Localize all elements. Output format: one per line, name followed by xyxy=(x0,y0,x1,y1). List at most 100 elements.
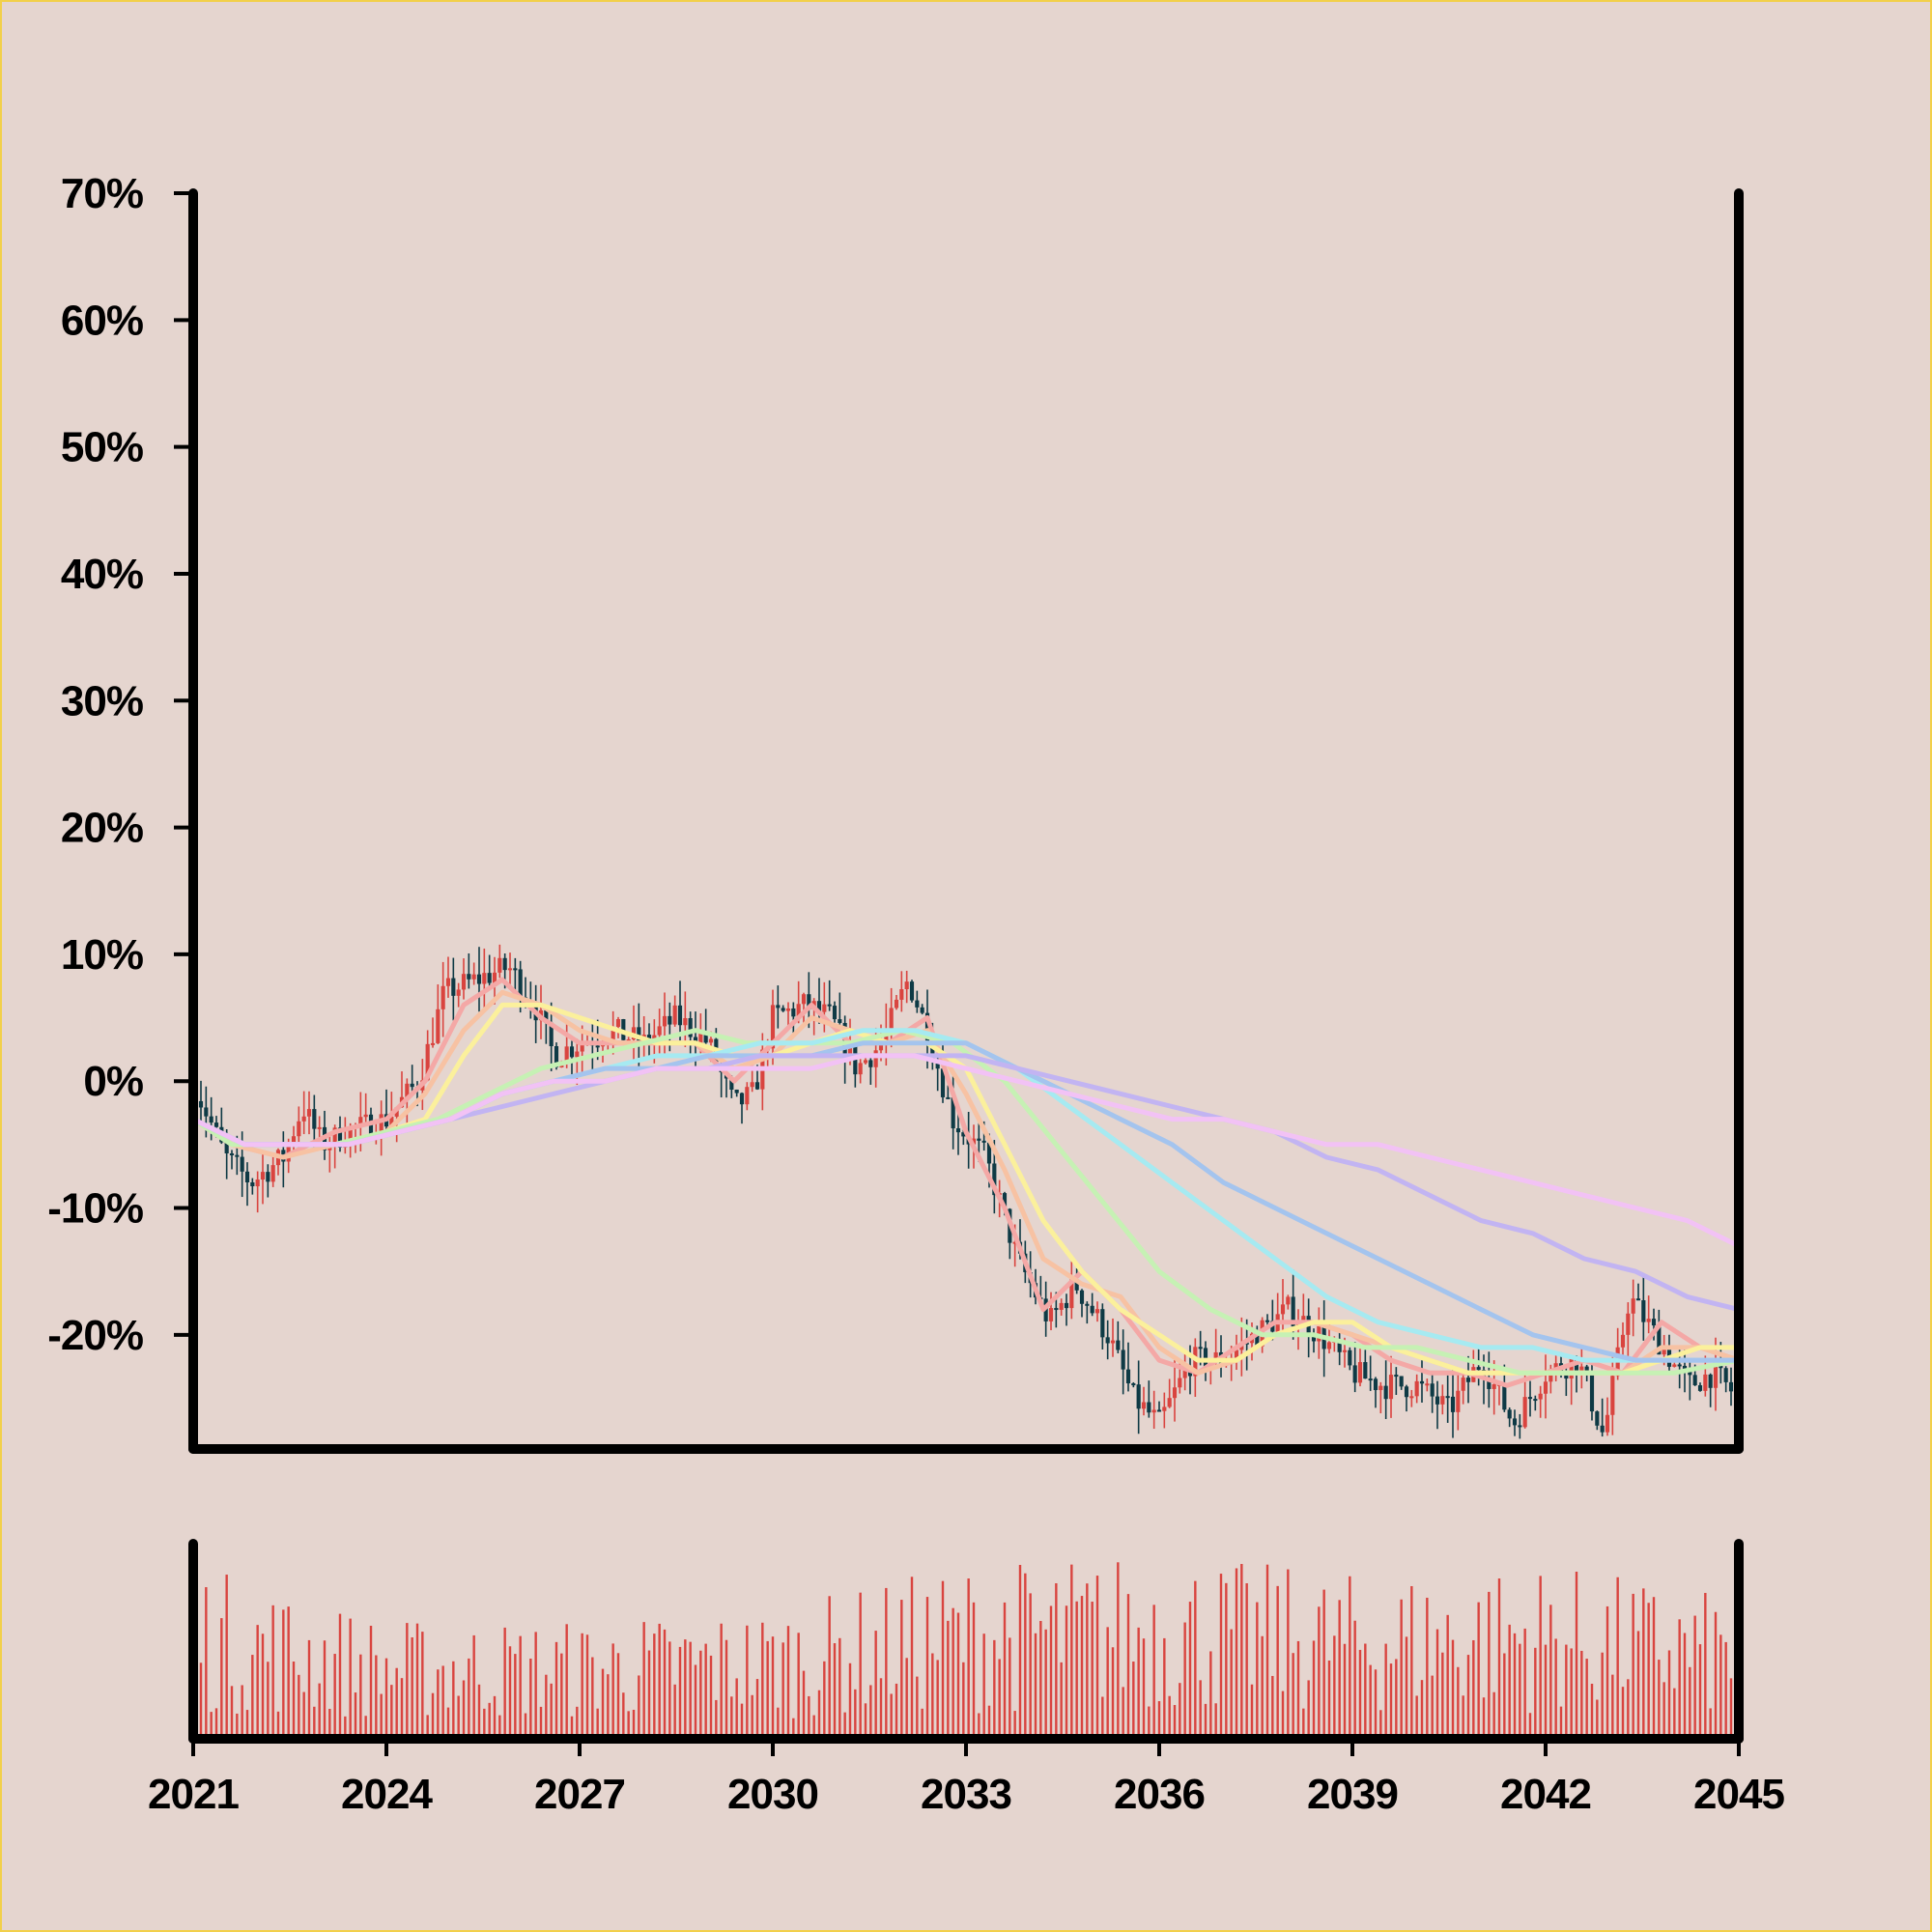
candle-body xyxy=(657,1026,662,1036)
candle-body xyxy=(1518,1425,1522,1428)
volume-bar xyxy=(585,1634,589,1734)
candle-body xyxy=(827,1004,832,1007)
volume-bar xyxy=(921,1708,923,1734)
candle-body xyxy=(796,1004,801,1017)
volume-bar xyxy=(354,1692,357,1734)
volume-bar xyxy=(879,1678,883,1734)
candle-body xyxy=(502,957,507,971)
candle-body xyxy=(626,1038,631,1041)
volume-bar xyxy=(925,1597,929,1734)
volume-bar xyxy=(1086,1583,1089,1734)
candle-body xyxy=(838,1019,842,1023)
volume-bar xyxy=(1214,1703,1217,1734)
volume-bar xyxy=(823,1661,826,1734)
volume-bar xyxy=(792,1718,795,1734)
candle-body xyxy=(1626,1313,1631,1335)
volume-bar xyxy=(1312,1640,1316,1734)
volume-bar xyxy=(323,1640,327,1734)
volume-bar xyxy=(1152,1605,1155,1734)
moving-average-series xyxy=(190,977,1742,1388)
candle-body xyxy=(1440,1396,1445,1405)
volume-bar xyxy=(251,1655,254,1734)
volume-bar xyxy=(245,1710,249,1734)
candle-body xyxy=(476,974,482,984)
candle-body xyxy=(1156,1409,1162,1412)
candle-body xyxy=(1605,1414,1610,1433)
candle-body xyxy=(1569,1358,1574,1379)
volume-bar xyxy=(437,1669,440,1734)
candle-body xyxy=(1064,1302,1069,1309)
candle-body xyxy=(229,1152,235,1155)
volume-bar xyxy=(962,1662,965,1734)
volume-bar xyxy=(1322,1589,1325,1734)
candle-body xyxy=(904,981,909,990)
candle-body xyxy=(703,1033,708,1043)
volume-bar xyxy=(426,1715,429,1734)
y-tick-label: 60% xyxy=(61,297,143,344)
volume-bar xyxy=(411,1636,413,1734)
candle-body xyxy=(471,974,476,980)
candle-body xyxy=(615,1019,621,1027)
candle-body xyxy=(1419,1380,1425,1384)
x-tick-label: 2027 xyxy=(534,1771,625,1818)
volume-bar xyxy=(632,1709,636,1734)
volume-bar xyxy=(838,1637,841,1734)
volume-bar xyxy=(554,1641,558,1734)
candle-body xyxy=(1631,1298,1635,1314)
candle-body xyxy=(348,1127,353,1146)
volume-bar xyxy=(1673,1688,1676,1734)
volume-bar xyxy=(1374,1669,1378,1734)
volume-bar xyxy=(1667,1650,1671,1734)
volume-bar xyxy=(1698,1644,1702,1734)
volume-bar xyxy=(1678,1619,1681,1734)
volume-bar xyxy=(514,1654,517,1734)
candle-body xyxy=(1048,1308,1054,1321)
volume-bar xyxy=(1693,1615,1696,1734)
candle-body xyxy=(1708,1374,1713,1388)
candle-body xyxy=(662,1015,668,1027)
candle-body xyxy=(1657,1325,1662,1355)
volume-bar xyxy=(1349,1576,1351,1734)
volume-bar xyxy=(220,1618,223,1734)
volume-bar xyxy=(1405,1636,1408,1734)
candle-body xyxy=(791,1008,796,1017)
volume-bar xyxy=(488,1702,491,1734)
candle-body xyxy=(1502,1383,1507,1410)
volume-bar xyxy=(673,1684,676,1734)
volume-bar xyxy=(709,1655,713,1734)
volume-bar xyxy=(1528,1713,1532,1734)
volume-bar xyxy=(1049,1605,1053,1734)
candle-body xyxy=(1610,1376,1615,1415)
volume-bar xyxy=(1044,1629,1047,1734)
volume-bar xyxy=(653,1634,656,1734)
volume-bar xyxy=(1271,1675,1274,1734)
candle-body xyxy=(858,1063,863,1075)
moving-average-line xyxy=(190,977,1742,1388)
candle-body xyxy=(1311,1336,1317,1342)
candle-body xyxy=(693,1037,698,1044)
y-tick-label: 20% xyxy=(61,805,143,852)
candle-body xyxy=(312,1109,317,1129)
candle-body xyxy=(1692,1375,1697,1386)
candle-body xyxy=(1476,1367,1481,1371)
candle-body xyxy=(317,1126,322,1129)
volume-bar xyxy=(576,1706,579,1734)
candle-body xyxy=(1116,1340,1121,1350)
volume-bar xyxy=(1148,1706,1151,1734)
volume-bar xyxy=(828,1596,831,1734)
volume-bar xyxy=(1410,1585,1413,1734)
volume-bar xyxy=(1492,1691,1495,1734)
candle-body xyxy=(822,1004,827,1012)
volume-bar xyxy=(885,1587,888,1734)
volume-bar xyxy=(802,1670,806,1734)
candle-body xyxy=(754,1082,760,1090)
candle-body xyxy=(595,1045,600,1048)
candle-body xyxy=(816,1001,822,1012)
volume-bar xyxy=(890,1693,893,1734)
candle-body xyxy=(1255,1333,1260,1347)
volume-bar xyxy=(982,1634,985,1734)
volume-bar xyxy=(1621,1687,1625,1734)
candle-body xyxy=(734,1089,739,1094)
volume-bar xyxy=(550,1683,553,1734)
